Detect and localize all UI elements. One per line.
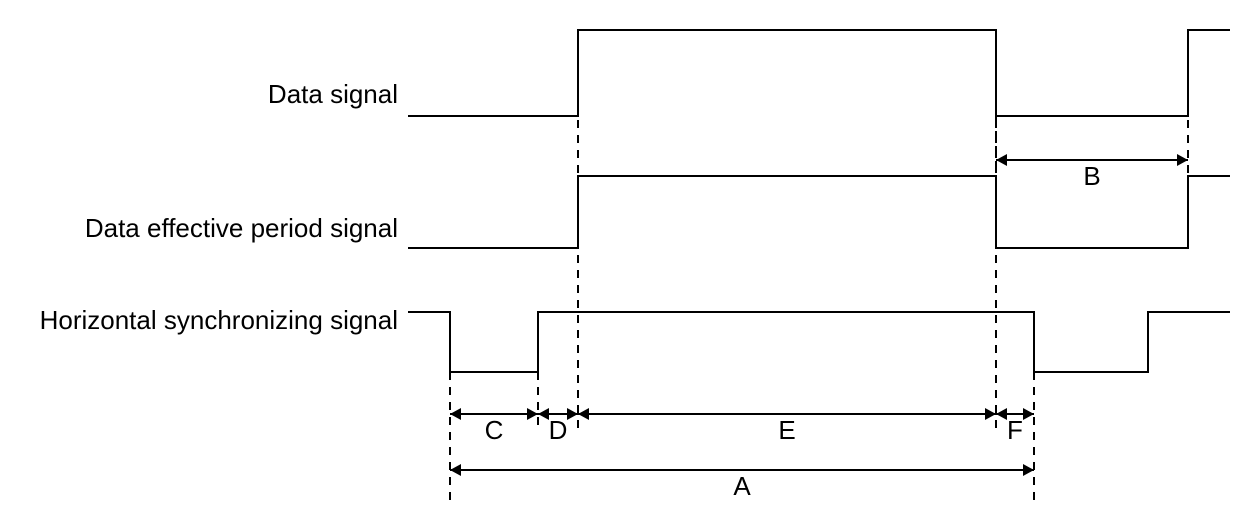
waveform-hsync — [408, 312, 1230, 372]
timing-diagram: Data signal Data effective period signal… — [0, 0, 1240, 512]
label-data-eff: Data effective period signal — [85, 213, 398, 243]
dim-A-label: A — [733, 471, 751, 501]
dim-D-label: D — [549, 415, 568, 445]
dim-E-label: E — [778, 415, 795, 445]
waveform-data-eff — [408, 176, 1230, 248]
dim-F-label: F — [1007, 415, 1023, 445]
label-data-signal: Data signal — [268, 79, 398, 109]
waveform-data-signal — [408, 30, 1230, 116]
dim-C-label: C — [485, 415, 504, 445]
dimension-arrows: C D E F A B — [450, 160, 1188, 501]
dim-B-label: B — [1083, 161, 1100, 191]
label-hsync: Horizontal synchronizing signal — [40, 305, 398, 335]
